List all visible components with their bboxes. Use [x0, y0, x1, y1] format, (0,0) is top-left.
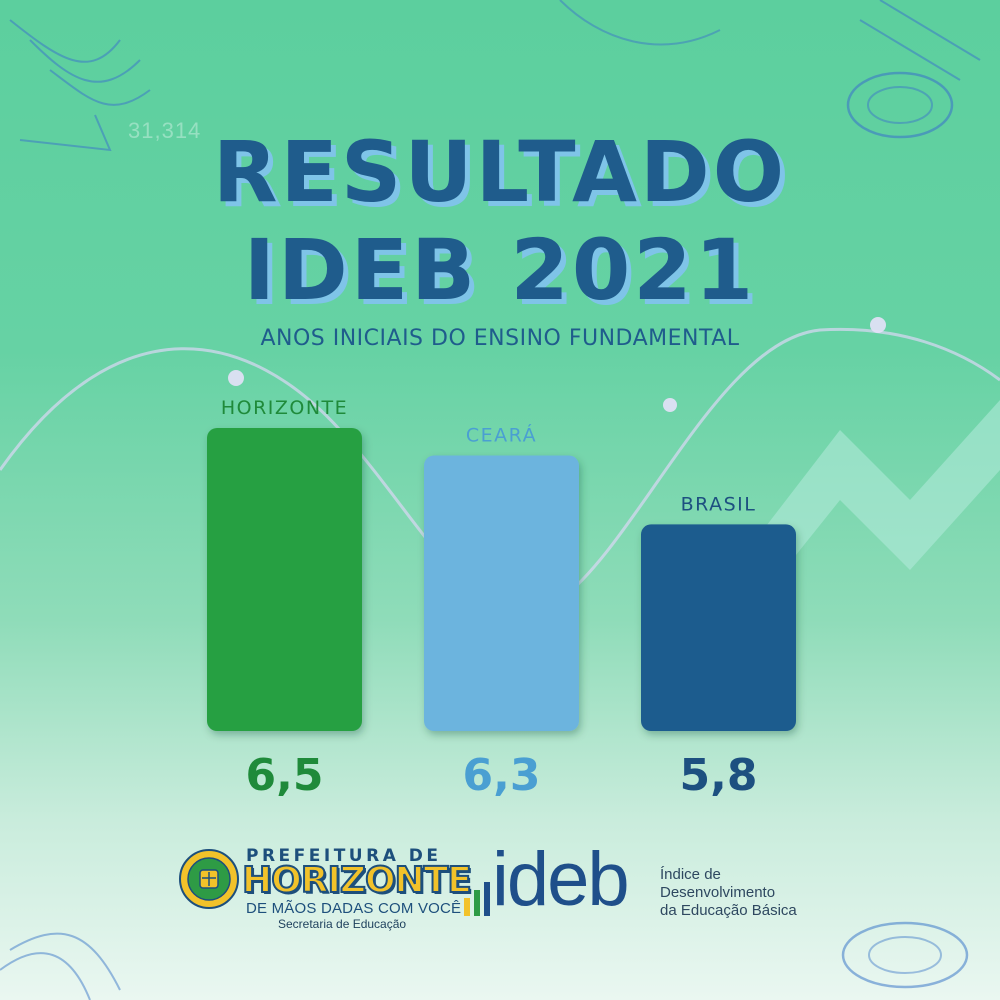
- ideb-desc-line-1: Índice de: [660, 866, 721, 883]
- city-seal-icon: [179, 849, 239, 909]
- subtitle: ANOS INICIAIS DO ENSINO FUNDAMENTAL: [260, 326, 740, 351]
- wave-dot-decoration: [870, 317, 886, 333]
- footer-logos: PREFEITURA DE HORIZONTE DE MÃOS DADAS CO…: [0, 830, 1000, 940]
- ideb-bars-icon: [464, 882, 490, 916]
- roll-doodle-end: [846, 71, 954, 139]
- category-label: HORIZONTE: [221, 397, 348, 419]
- value-label: 6,3: [463, 750, 541, 801]
- title-line-1: RESULTADO: [212, 123, 788, 221]
- value-label: 5,8: [680, 750, 758, 801]
- prefeitura-slogan: DE MÃOS DADAS COM VOCÊ: [246, 900, 462, 917]
- wave-dot-decoration: [228, 370, 244, 386]
- bar-ceará: [424, 455, 579, 731]
- category-label: CEARÁ: [466, 424, 537, 447]
- trend-arrow-decoration: [740, 400, 1000, 600]
- value-label: 6,5: [246, 750, 324, 801]
- ideb-desc-line-3: da Educação Básica: [660, 902, 797, 919]
- ideb-logo-word: ideb: [492, 837, 630, 922]
- bar-horizonte: [207, 428, 362, 731]
- wave-dot-decoration: [663, 398, 677, 412]
- notebook-doodle: [9, 19, 151, 152]
- paper-doodle-top: [559, 0, 721, 46]
- roll-doodle-top: [859, 0, 981, 81]
- stack-doodle-bottom: [0, 932, 121, 1000]
- bar-brasil: [641, 524, 796, 731]
- prefeitura-label: PREFEITURA DE: [246, 846, 442, 866]
- ideb-description: Índice de Desenvolvimento da Educação Bá…: [660, 866, 840, 920]
- category-label: BRASIL: [681, 493, 757, 515]
- background-number: 31,314: [128, 118, 202, 143]
- title-line-2: IDEB 2021: [243, 221, 757, 319]
- ideb-desc-line-2: Desenvolvimento: [660, 884, 776, 901]
- prefeitura-city-name: HORIZONTE: [241, 859, 473, 902]
- prefeitura-department: Secretaria de Educação: [278, 917, 407, 931]
- roll-doodle-bottom: [841, 921, 969, 989]
